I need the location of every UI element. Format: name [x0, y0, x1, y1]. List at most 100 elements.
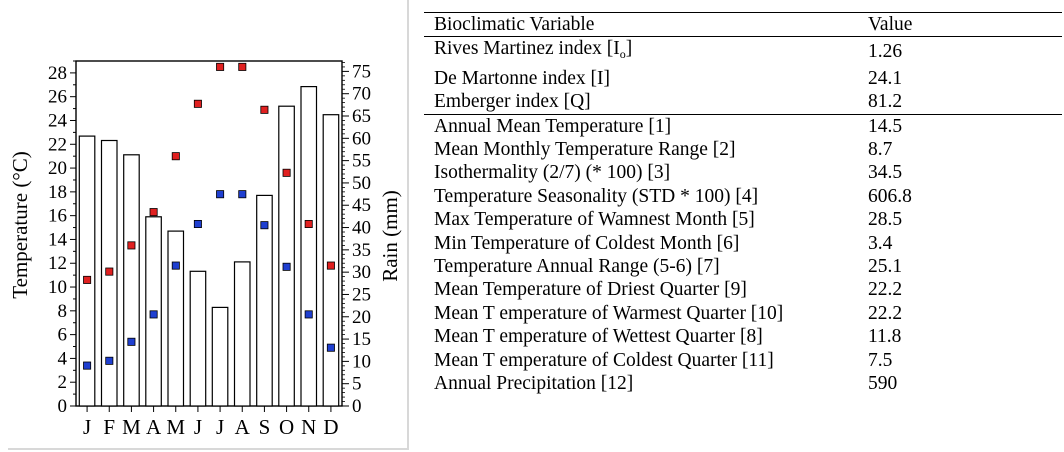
temperature-tick-label: 6	[58, 325, 68, 346]
table-row: Mean Temperature of Driest Quarter [9] 22…	[424, 278, 1062, 301]
rain-tick-label: 75	[352, 61, 371, 82]
rain-tick-label: 50	[352, 173, 371, 194]
climate-chart: 0 2 4 6 8 10 12 14 16 18 20 22 24 26 28 0 5 10 15 20 25 30 35…	[0, 0, 410, 452]
table-row: Min Temperature of Coldest Month [6] 3.4	[424, 232, 1062, 255]
temperature-tick-label: 22	[48, 134, 67, 155]
table-row: Mean T emperature of Coldest Quarter [11…	[424, 349, 1062, 372]
rain-tick-label: 45	[352, 195, 371, 216]
rain-bar	[167, 230, 185, 407]
temperature-tick-label: 18	[48, 182, 67, 203]
index-value: 24.1	[868, 67, 903, 89]
index-label-text: Emberger index [Q]	[434, 91, 591, 113]
variable-value: 8.7	[868, 139, 893, 161]
rain-tick-label: 40	[352, 218, 371, 239]
min-temp-point	[105, 356, 114, 365]
rain-tick-label: 65	[352, 106, 371, 127]
month-label: J	[194, 415, 202, 439]
table-row: Temperature Annual Range (5-6) [7] 25.1	[424, 255, 1062, 278]
max-temp-point	[105, 267, 114, 276]
temperature-tick-label: 0	[58, 396, 68, 417]
min-temp-point	[216, 190, 225, 199]
month-label: M	[122, 415, 141, 439]
index-row: De Martonne index [I] 24.1	[424, 67, 1062, 90]
variable-value: 28.5	[868, 209, 903, 231]
month-label: O	[279, 415, 294, 439]
max-temp-point	[216, 62, 225, 71]
temperature-tick-label: 20	[48, 158, 67, 179]
rain-bar	[123, 154, 140, 407]
variable-value: 3.4	[868, 232, 893, 254]
rain-tick-label: 20	[352, 307, 371, 328]
index-row: Emberger index [Q] 81.2	[424, 90, 1062, 115]
temperature-points	[83, 62, 335, 370]
rain-tick-label: 35	[352, 240, 371, 261]
table-row: Mean T emperature of Warmest Quarter [10…	[424, 302, 1062, 325]
month-label: S	[259, 415, 271, 439]
min-temp-point	[260, 221, 269, 230]
variable-label: Isothermality (2/7) (* 100) [3]	[434, 162, 671, 184]
variable-value: 590	[868, 373, 898, 395]
temperature-tick-label: 2	[58, 372, 68, 393]
temperature-tick-label: 26	[48, 87, 67, 108]
rain-bar	[278, 105, 295, 407]
max-temp-point	[193, 99, 202, 108]
min-temp-point	[171, 261, 180, 270]
min-temp-point	[238, 190, 247, 199]
index-value: 81.2	[858, 90, 1062, 115]
temperature-tick-label: 24	[48, 110, 68, 131]
index-label: Emberger index [Q]	[424, 90, 858, 115]
variable-value: 22.2	[868, 302, 903, 324]
temperature-tick-label: 12	[48, 253, 67, 274]
min-temp-point	[83, 361, 92, 370]
bioclimatic-table: Bioclimatic Variable Value Rives Martine…	[424, 11, 1062, 396]
max-temp-point	[127, 241, 136, 250]
rain-bar	[233, 261, 251, 407]
index-label: De Martonne index [I]	[424, 67, 858, 90]
min-temp-point	[304, 310, 313, 319]
index-value: 1.26	[868, 41, 903, 63]
table-row: Max Temperature of Wamnest Month [5] 28.5	[424, 208, 1062, 231]
variable-value: 25.1	[868, 256, 903, 278]
index-subscript: o	[619, 47, 626, 62]
rain-tick-label: 25	[352, 284, 371, 305]
temperature-axis-title: Temperature (°C)	[8, 151, 32, 298]
max-temp-point	[171, 152, 180, 161]
rain-bar	[300, 85, 318, 407]
max-temp-point	[149, 208, 158, 217]
month-label: N	[301, 415, 316, 439]
rain-tick-label: 30	[352, 262, 371, 283]
table-row: Annual Precipitation [12] 590	[424, 372, 1062, 395]
month-label: A	[146, 415, 162, 439]
rain-tick-label: 60	[352, 128, 371, 149]
table-header-row: Bioclimatic Variable Value	[424, 11, 1062, 38]
max-temp-point	[260, 105, 269, 114]
rain-axis-title: Rain (mm)	[378, 190, 402, 282]
min-temp-point	[193, 219, 202, 228]
rain-tick-label: 70	[352, 84, 371, 105]
rain-tick-label: 0	[352, 396, 362, 417]
rain-bar	[189, 270, 207, 407]
min-temp-point	[149, 310, 158, 319]
temperature-tick-label: 4	[58, 348, 68, 369]
max-temp-point	[326, 261, 335, 270]
variable-label: Mean Monthly Temperature Range [2]	[434, 139, 736, 161]
rain-bar	[211, 306, 229, 407]
variable-label: Mean T emperature of Coldest Quarter [11…	[434, 349, 774, 371]
table-row: Annual Mean Temperature [1] 14.5	[424, 114, 1062, 138]
variable-label: Mean T emperature of Wettest Quarter [8]	[434, 326, 763, 348]
plot-frame	[75, 60, 343, 407]
max-temp-point	[83, 275, 92, 284]
index-row: Rives Martinez index [Io] 1.26	[424, 37, 1062, 67]
rain-tick-label: 10	[352, 351, 371, 372]
index-label-text: Rives Martinez index [I	[434, 38, 620, 60]
variable-label: Temperature Seasonality (STD * 100) [4]	[434, 185, 759, 207]
max-temp-point	[238, 62, 247, 71]
temperature-tick-label: 14	[48, 229, 68, 250]
rain-tick-label: 55	[352, 151, 371, 172]
temperature-tick-label: 8	[58, 301, 68, 322]
month-label: J	[83, 415, 91, 439]
